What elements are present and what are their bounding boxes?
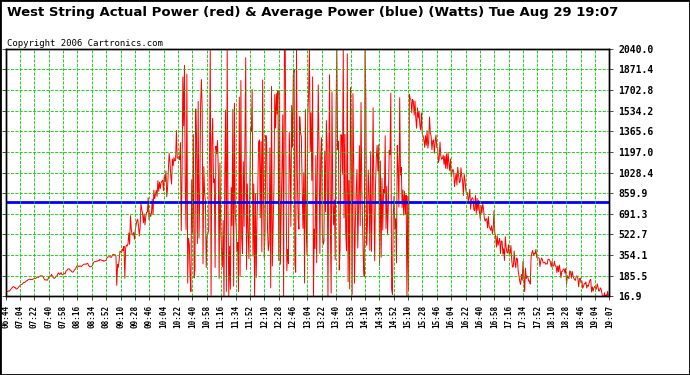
Text: Copyright 2006 Cartronics.com: Copyright 2006 Cartronics.com [7, 39, 163, 48]
Text: West String Actual Power (red) & Average Power (blue) (Watts) Tue Aug 29 19:07: West String Actual Power (red) & Average… [7, 6, 618, 19]
